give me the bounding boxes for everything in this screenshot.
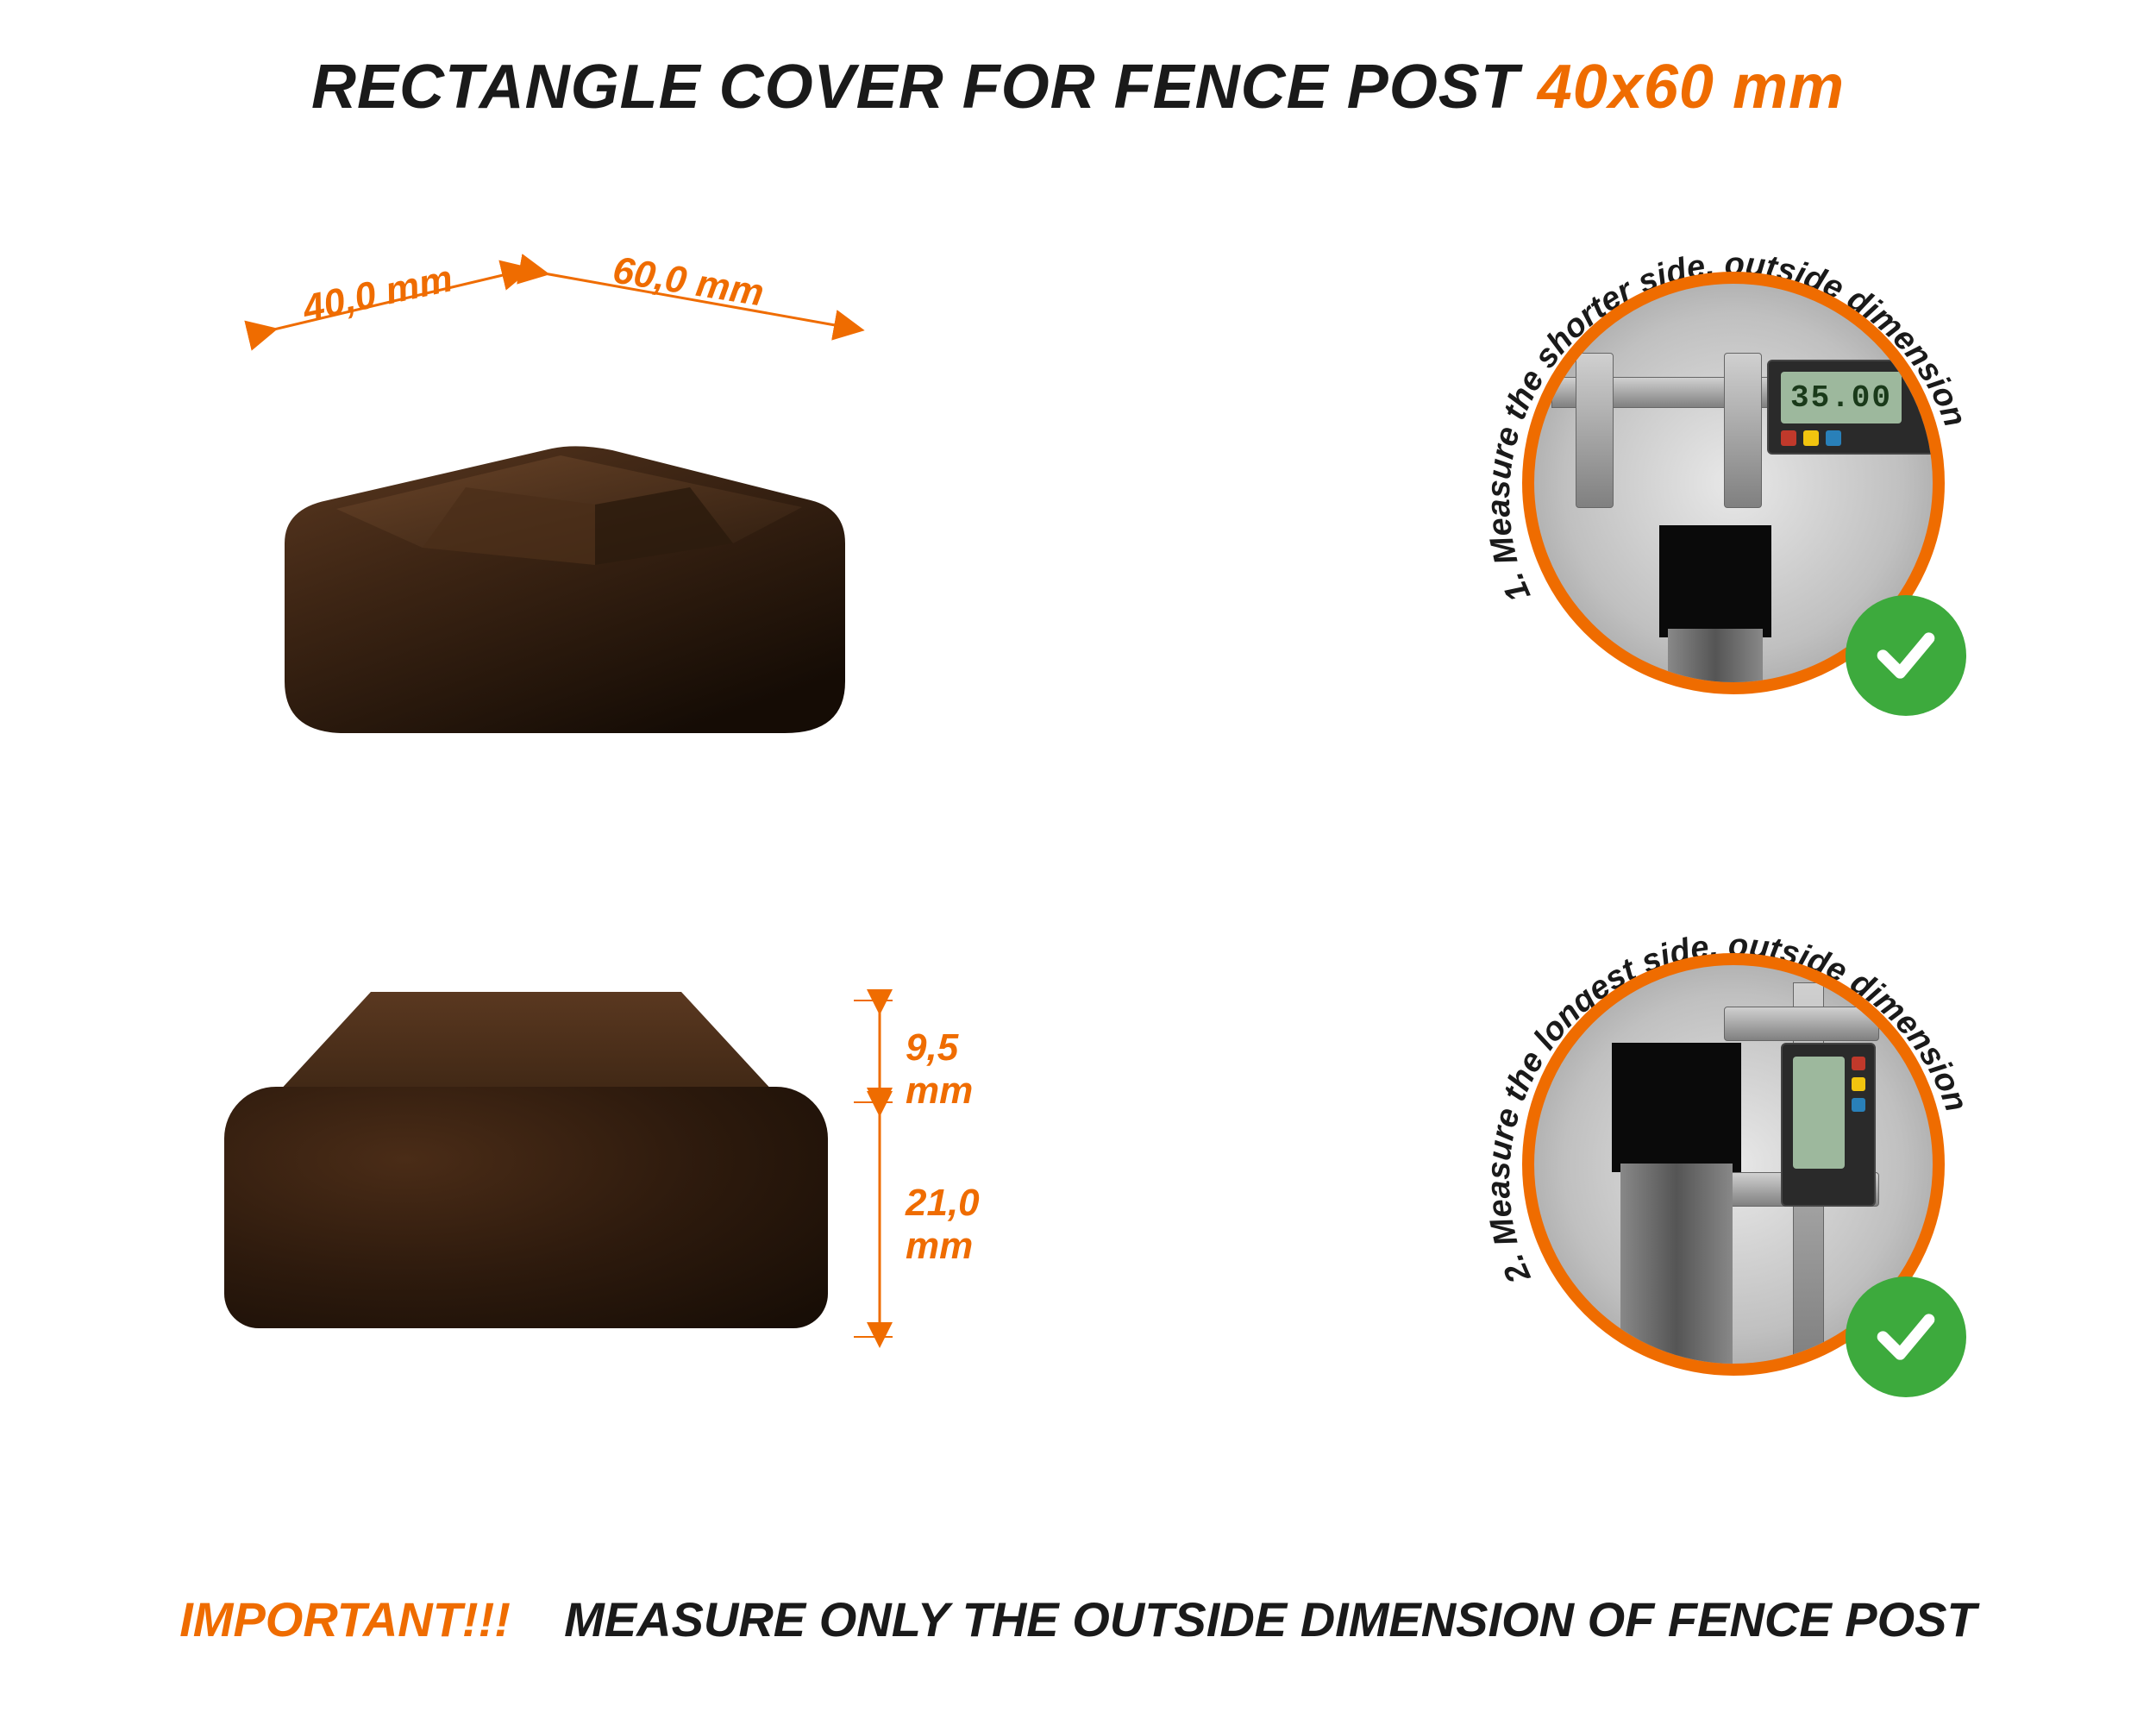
caliper-btn-blue <box>1826 430 1841 446</box>
caliper-btn-red-v <box>1852 1057 1865 1070</box>
post-stem <box>1668 629 1763 694</box>
step2-number: 2. <box>1494 1249 1538 1289</box>
title-size: 40x60 mm <box>1538 53 1845 122</box>
caliper-lcd-v <box>1793 1057 1845 1169</box>
caliper-btn-yellow <box>1803 430 1819 446</box>
caliper-display-v <box>1781 1043 1876 1207</box>
step1-number: 1. <box>1494 568 1538 606</box>
caliper-display-unit: 35.00 <box>1767 360 1945 455</box>
caliper-btn-blue-v <box>1852 1098 1865 1112</box>
caliper-horizontal: 35.00 <box>1551 336 1940 525</box>
product-side-view: 9,5 mm 21,0 mm <box>172 957 992 1389</box>
caliper-btn-red <box>1781 430 1796 446</box>
title-main: RECTANGLE COVER FOR FENCE POST <box>311 53 1520 122</box>
cap-3d-render <box>250 388 854 750</box>
instruction-step-2: 2. Measure the longest side, outside dim… <box>1466 897 2001 1432</box>
caliper-lcd: 35.00 <box>1781 372 1902 423</box>
footer-text: MEASURE ONLY THE OUTSIDE DIMENSION OF FE… <box>564 1592 1977 1647</box>
post-stem-2 <box>1620 1164 1733 1376</box>
footer-warning: IMPORTANT!!! MEASURE ONLY THE OUTSIDE DI… <box>0 1591 2156 1647</box>
post-top-square-2 <box>1612 1043 1741 1172</box>
product-top-view: 40,0 mm 60,0 mm <box>172 242 906 759</box>
caliper-btn-yellow-v <box>1852 1077 1865 1091</box>
cap-body <box>224 1087 828 1328</box>
footer-label: IMPORTANT!!! <box>179 1592 511 1647</box>
check-icon <box>1846 595 1966 716</box>
page-title: RECTANGLE COVER FOR FENCE POST 40x60 mm <box>0 52 2156 122</box>
caliper-jaw-moving <box>1724 353 1762 508</box>
dim-roof-height-label: 9,5 mm <box>906 1026 992 1113</box>
check-icon <box>1846 1276 1966 1397</box>
caliper-jaw-top <box>1724 1007 1879 1041</box>
instruction-step-1: 1. Measure the shorter side, outside dim… <box>1466 216 2001 750</box>
caliper-jaw-fixed <box>1576 353 1614 508</box>
cap-side-render <box>224 992 828 1320</box>
dim-body-height-label: 21,0 mm <box>906 1182 992 1268</box>
post-top-square <box>1659 525 1771 637</box>
